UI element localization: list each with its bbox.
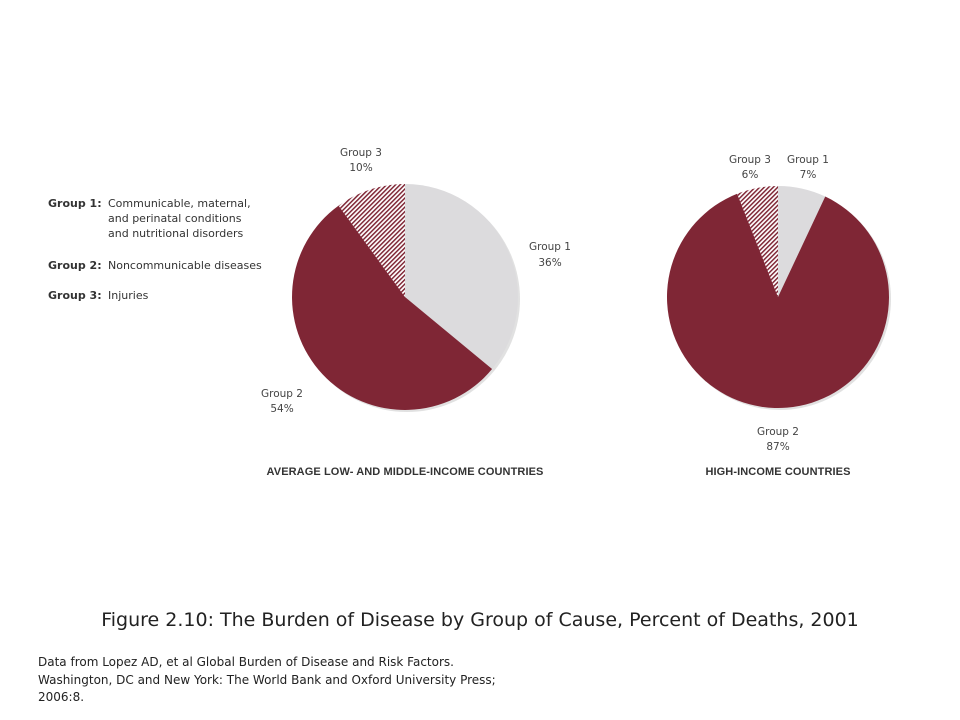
legend-key-group-2: Group 2: xyxy=(48,259,102,272)
pie-slice-group-1 xyxy=(778,186,826,297)
pie-chart-low-middle-income: Group 3 10% Group 1 36% Group 2 54% AVER… xyxy=(261,147,571,478)
slice-value-group-3: 6% xyxy=(742,169,759,181)
source-line-3: 2006:8. xyxy=(38,690,85,704)
slice-value-group-1: 7% xyxy=(800,169,817,181)
source-line-1: Data from Lopez AD, et al Global Burden … xyxy=(38,655,454,669)
slice-value-group-1: 36% xyxy=(538,257,561,269)
pie-slice-group-2 xyxy=(666,193,889,408)
legend-desc-group-2: Noncommunicable diseases xyxy=(108,259,262,272)
pie-slice-group-3 xyxy=(737,186,778,297)
pie-slice-group-3 xyxy=(338,184,405,297)
legend: Group 1: Communicable, maternal, and per… xyxy=(48,197,262,302)
pie-slices xyxy=(292,184,520,412)
slice-name-group-2: Group 2 xyxy=(757,426,799,438)
slice-value-group-3: 10% xyxy=(349,162,372,174)
pie-title-high-income: HIGH-INCOME COUNTRIES xyxy=(705,466,850,478)
slice-value-group-2: 87% xyxy=(766,441,789,453)
slice-name-group-1: Group 1 xyxy=(787,154,829,166)
figure-caption: Figure 2.10: The Burden of Disease by Gr… xyxy=(101,609,859,631)
slice-name-group-3: Group 3 xyxy=(340,147,382,159)
slice-name-group-1: Group 1 xyxy=(529,241,571,253)
legend-desc-group-1-line-2: and perinatal conditions xyxy=(108,212,242,225)
figure-svg: Group 1: Communicable, maternal, and per… xyxy=(48,147,891,478)
source-line-2: Washington, DC and New York: The World B… xyxy=(38,672,496,687)
pie-slice-group-2 xyxy=(292,205,493,410)
slice-value-group-2: 54% xyxy=(270,403,293,415)
pie-title-low-middle: AVERAGE LOW- AND MIDDLE-INCOME COUNTRIES xyxy=(267,466,544,478)
legend-key-group-3: Group 3: xyxy=(48,289,102,302)
legend-desc-group-3: Injuries xyxy=(108,289,149,302)
pie-slice-group-1 xyxy=(405,184,519,370)
legend-desc-group-1-line-1: Communicable, maternal, xyxy=(108,197,251,210)
slice-name-group-3: Group 3 xyxy=(729,154,771,166)
slice-name-group-2: Group 2 xyxy=(261,388,303,400)
pie-slices xyxy=(666,186,891,410)
source-note: Data from Lopez AD, et al Global Burden … xyxy=(38,654,598,707)
legend-key-group-1: Group 1: xyxy=(48,197,102,210)
legend-desc-group-1-line-3: and nutritional disorders xyxy=(108,227,243,240)
pie-chart-high-income: Group 3 6% Group 1 7% Group 2 87% HIGH-I… xyxy=(666,154,891,478)
